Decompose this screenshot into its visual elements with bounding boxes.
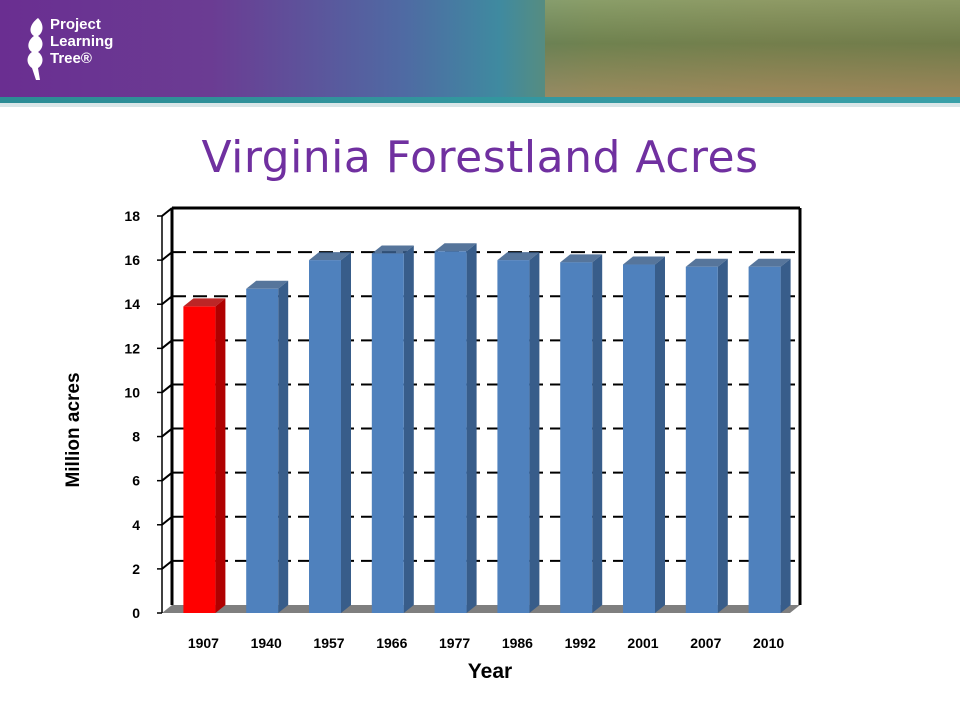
y-tick-label: 2 — [132, 561, 140, 577]
y-axis-label: Million acres — [63, 372, 84, 488]
gridline-diagonal — [161, 471, 173, 482]
y-tick-label: 18 — [124, 208, 140, 224]
bar — [685, 266, 718, 613]
x-tick-label: 2001 — [627, 635, 658, 651]
bar-top — [748, 258, 791, 267]
bar-side — [780, 258, 791, 613]
bar-side — [403, 245, 414, 613]
bar — [560, 262, 593, 613]
bar — [371, 253, 404, 613]
bar-side — [592, 254, 603, 614]
bar — [246, 288, 279, 613]
y-tick-label: 16 — [124, 252, 140, 268]
header-divider-light — [0, 103, 960, 107]
y-tick-label: 8 — [132, 429, 140, 445]
bar-side — [717, 258, 728, 613]
y-tick-label: 14 — [124, 296, 140, 312]
y-tick-label: 6 — [132, 473, 140, 489]
bar — [434, 251, 467, 614]
bar-side — [215, 298, 226, 613]
bar-top — [497, 252, 540, 261]
bar-top — [685, 258, 728, 267]
bar — [623, 264, 655, 613]
x-axis-label: Year — [467, 660, 513, 683]
bar-top — [371, 245, 414, 254]
gridline-diagonal — [161, 560, 173, 570]
bar — [309, 260, 341, 613]
bar-side — [466, 243, 477, 614]
gridline-diagonal — [161, 427, 173, 438]
bar-side — [278, 280, 289, 613]
header-banner — [0, 0, 960, 97]
gridline-diagonal — [161, 251, 173, 261]
bar — [183, 306, 216, 613]
slide-title: Virginia Forestland Acres — [201, 132, 759, 183]
bar-top — [434, 243, 477, 252]
bar-top — [623, 256, 665, 265]
y-tick-label: 4 — [132, 517, 140, 533]
bar-side — [341, 252, 351, 613]
gridline-diagonal — [161, 383, 173, 394]
bar — [497, 260, 530, 613]
x-tick-label: 2010 — [753, 635, 784, 651]
bar-side — [655, 256, 665, 613]
logo-line-1: Project — [50, 16, 101, 33]
y-tick-label: 10 — [124, 384, 140, 400]
x-tick-label: 1986 — [502, 635, 533, 651]
tree-logo-icon — [27, 18, 43, 80]
gridline-diagonal — [161, 339, 173, 350]
x-tick-label: 1977 — [439, 635, 470, 651]
x-tick-label: 1992 — [565, 635, 596, 651]
x-tick-label: 1907 — [188, 635, 219, 651]
bar — [748, 266, 781, 613]
bar-top — [560, 254, 603, 263]
header-photo — [545, 0, 960, 97]
gridline-diagonal — [161, 295, 173, 306]
y-tick-label: 12 — [124, 340, 140, 356]
logo-line-2: Learning — [50, 33, 114, 50]
x-tick-label: 1957 — [313, 635, 344, 651]
bar-top — [246, 280, 289, 289]
gridline-diagonal — [161, 515, 173, 526]
x-tick-label: 1940 — [251, 635, 282, 651]
bar-top — [309, 252, 351, 261]
x-tick-label: 1966 — [376, 635, 407, 651]
logo-text: Project Learning Tree® — [50, 16, 113, 67]
bar-side — [529, 252, 540, 613]
logo-line-3: Tree® — [50, 50, 92, 67]
gridline-diagonal — [161, 207, 173, 217]
x-tick-label: 2007 — [690, 635, 721, 651]
header-divider — [0, 97, 960, 103]
bar-top — [183, 298, 226, 307]
y-tick-label: 0 — [132, 605, 140, 621]
